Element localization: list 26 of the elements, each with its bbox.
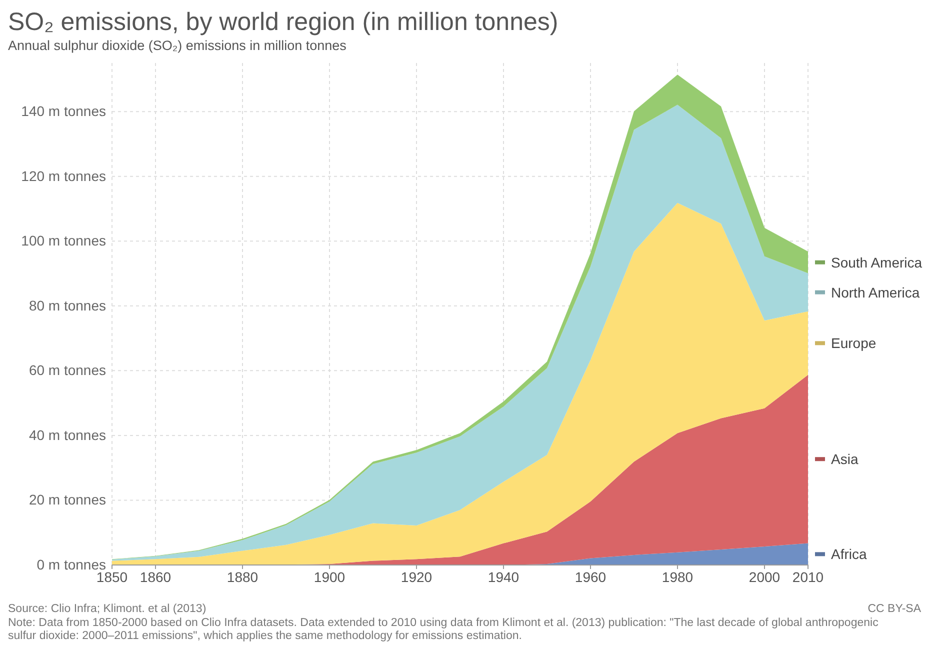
x-tick-label: 2010 bbox=[792, 568, 824, 585]
chart-title: SO₂ emissions, by world region (in million tonnes) bbox=[8, 8, 558, 36]
y-tick-label: 60 m tonnes bbox=[28, 362, 106, 378]
series-label: Asia bbox=[831, 451, 858, 468]
x-tick-label: 1980 bbox=[662, 568, 694, 585]
x-tick-label: 1880 bbox=[226, 568, 258, 585]
x-tick-label: 2000 bbox=[748, 568, 780, 585]
y-tick-label: 120 m tonnes bbox=[21, 168, 106, 184]
x-tick-label: 1860 bbox=[140, 568, 172, 585]
x-tick-label: 1920 bbox=[400, 568, 432, 585]
y-tick-label: 100 m tonnes bbox=[21, 232, 106, 249]
x-tick-label: 1960 bbox=[574, 568, 606, 585]
text: Note: Data from 1850-2000 based on Clio Infra datasets. Data extended to 2010 using data from Klimont et al. (2013) publication: "The last decade of global anthropogenic sulfur dioxide: 2000–2011 emissions", which applies the same methodology for emissions estimation. bbox=[8, 617, 879, 642]
y-tick-label: 40 m tonnes bbox=[28, 426, 106, 443]
series-label: South America bbox=[831, 254, 922, 270]
series-label: Africa bbox=[831, 546, 867, 562]
x-tick-label: 1900 bbox=[314, 568, 346, 585]
series-label: Europe bbox=[831, 335, 876, 352]
chart-subtitle: Annual sulphur dioxide (SO₂) emissions in million tonnes bbox=[8, 38, 347, 53]
text: CC BY-SA bbox=[868, 603, 922, 615]
y-tick-label: 140 m tonnes bbox=[21, 103, 106, 120]
x-tick-label: 1940 bbox=[488, 568, 520, 585]
y-tick-label: 80 m tonnes bbox=[28, 297, 106, 314]
source-note: Source: Clio Infra; Klimont. et al (2013) bbox=[8, 603, 206, 615]
y-tick-label: 20 m tonnes bbox=[28, 492, 106, 508]
series-label: North America bbox=[831, 284, 920, 300]
